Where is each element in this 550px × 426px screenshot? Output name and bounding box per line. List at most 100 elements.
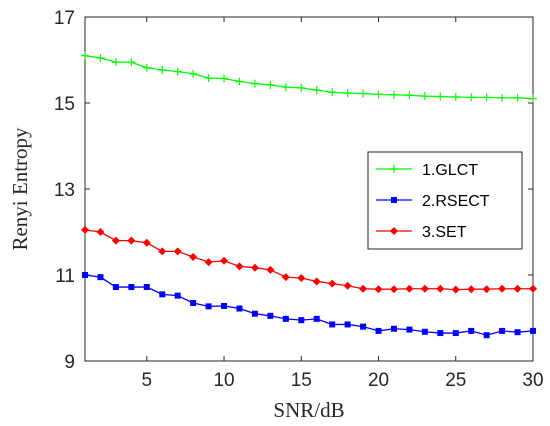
data-point (297, 274, 306, 283)
data-point (173, 247, 182, 256)
data-point (405, 284, 414, 293)
data-point (436, 284, 445, 293)
x-tick-label: 10 (213, 370, 234, 391)
data-point (482, 285, 491, 294)
data-point (312, 277, 321, 286)
data-point (420, 92, 429, 101)
data-point (204, 74, 213, 83)
data-point (220, 256, 229, 265)
data-point (297, 83, 306, 92)
data-point (158, 247, 167, 256)
data-point (266, 265, 275, 274)
x-tick-label: 30 (522, 370, 543, 391)
data-point (482, 93, 491, 102)
data-point (221, 302, 228, 309)
data-point (282, 315, 289, 322)
legend-item: 3.SET (376, 224, 467, 241)
data-point (281, 83, 290, 92)
data-point (530, 327, 536, 334)
data-point (96, 53, 105, 62)
data-point (174, 292, 181, 299)
data-point (389, 90, 398, 99)
data-point (128, 284, 135, 291)
data-point (405, 91, 414, 100)
data-point (374, 285, 383, 294)
series-3 (81, 225, 537, 294)
data-point (142, 63, 151, 72)
legend-label: 2.RSECT (422, 193, 490, 210)
data-point (514, 329, 521, 336)
legend-marker (391, 197, 397, 203)
data-point (251, 310, 258, 317)
data-point (235, 262, 244, 271)
data-point (97, 274, 104, 281)
x-tick-label: 25 (445, 370, 466, 391)
y-tick-label: 13 (54, 180, 75, 201)
data-point (298, 317, 305, 324)
data-point (111, 236, 120, 245)
data-point (127, 58, 136, 67)
data-point (529, 94, 537, 103)
data-point (513, 284, 522, 293)
data-point (328, 88, 337, 97)
data-point (467, 93, 476, 102)
data-point (359, 284, 368, 293)
data-point (158, 65, 167, 74)
data-point (313, 315, 320, 322)
series-group (81, 51, 537, 339)
data-point (81, 225, 89, 234)
data-point (452, 330, 459, 337)
data-point (96, 228, 105, 236)
data-point (281, 273, 290, 282)
legend-label: 3.SET (422, 224, 467, 241)
legend-marker (390, 227, 398, 235)
data-point (389, 285, 398, 294)
data-point (328, 279, 337, 288)
data-point (375, 327, 382, 334)
data-point (82, 272, 88, 278)
data-point (467, 285, 476, 294)
data-point (468, 327, 475, 334)
data-point (81, 51, 89, 60)
data-point (343, 89, 352, 98)
data-point (236, 305, 243, 312)
data-point (159, 291, 166, 298)
data-point (312, 86, 321, 95)
data-point (343, 281, 352, 290)
data-point (436, 92, 445, 101)
data-point (420, 284, 429, 293)
data-point (189, 252, 198, 261)
data-point (498, 284, 507, 293)
data-point (173, 67, 182, 76)
x-tick-label: 15 (291, 370, 312, 391)
legend: 1.GLCT 2.RSECT 3.SET (367, 151, 523, 250)
data-point (406, 326, 413, 333)
y-tick-label: 9 (64, 352, 75, 373)
data-point (112, 284, 119, 291)
axis-ticks: 5 10 15 20 25 30 9 11 13 15 17 (54, 8, 544, 391)
data-point (250, 79, 259, 88)
data-point (451, 285, 460, 294)
legend-label: 1.GLCT (422, 162, 478, 179)
data-point (529, 284, 537, 293)
data-point (267, 312, 274, 319)
data-point (142, 238, 151, 247)
data-point (374, 90, 383, 99)
data-point (344, 321, 351, 328)
data-point (359, 89, 368, 98)
data-point (189, 69, 198, 78)
x-axis-label: SNR/dB (273, 398, 344, 422)
data-point (513, 93, 522, 102)
legend-item: 2.RSECT (376, 193, 490, 210)
data-point (451, 92, 460, 101)
legend-item: 1.GLCT (376, 162, 478, 179)
y-tick-label: 17 (54, 8, 75, 29)
data-point (498, 93, 507, 102)
x-tick-label: 20 (368, 370, 389, 391)
data-point (266, 80, 275, 89)
data-point (143, 284, 150, 291)
data-point (205, 303, 212, 310)
data-point (111, 58, 120, 67)
x-tick-label: 5 (142, 370, 153, 391)
y-axis-label: Renyi Entropy (8, 127, 32, 251)
